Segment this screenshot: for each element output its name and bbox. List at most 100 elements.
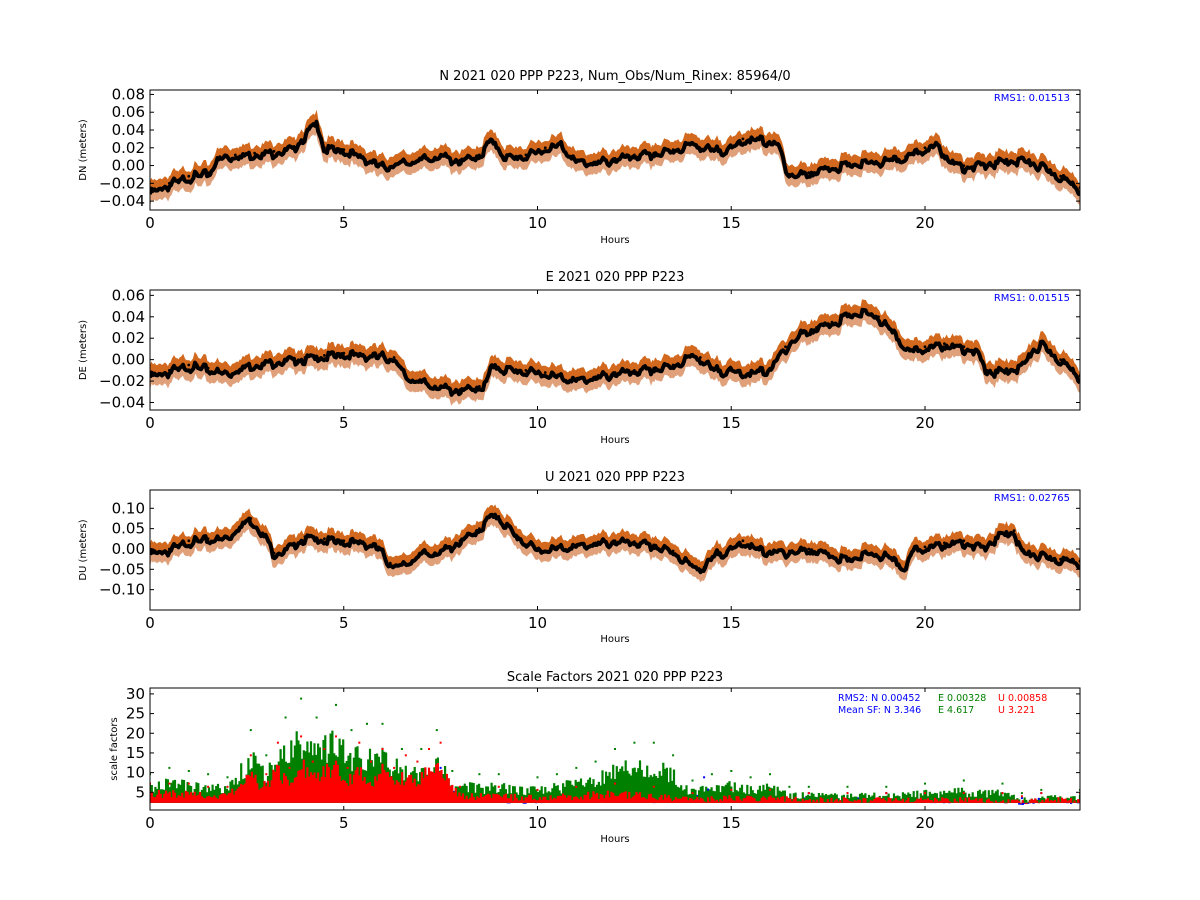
- scale-factors-point-U: [1001, 792, 1004, 795]
- east-data-point: [245, 363, 249, 367]
- mean-sf-n-label: Mean SF: N 3.346: [838, 705, 921, 716]
- north-y-tick-label: 0.00: [112, 157, 145, 175]
- east-data-point: [264, 360, 268, 364]
- east-y-tick-label: 0.00: [112, 351, 145, 369]
- east-data-point: [284, 358, 287, 361]
- scale-factors-point-U: [323, 748, 326, 750]
- scale-factors-point-E: [300, 697, 303, 700]
- east-data-point: [342, 351, 346, 355]
- north-data-point: [981, 162, 985, 166]
- up-data-point: [846, 557, 849, 561]
- up-y-tick-label: 0.10: [112, 499, 145, 517]
- north-position-series: [150, 119, 1080, 197]
- scale-factors-point-U: [536, 788, 539, 791]
- scale-factors-point-E: [478, 773, 481, 776]
- scale-factors-point-E: [451, 770, 454, 772]
- up-x-axis-label: Hours: [600, 634, 629, 645]
- east-y-axis-label: DE (meters): [78, 320, 89, 380]
- scale-factors-point-U: [358, 741, 361, 744]
- east-data-point: [524, 369, 528, 372]
- up-data-point: [923, 545, 927, 549]
- east-data-point: [985, 369, 989, 372]
- scale-factors-point-E: [652, 741, 655, 744]
- up-data-point: [729, 547, 733, 551]
- east-title: E 2021 020 PPP P223: [546, 270, 685, 285]
- scale-factors-title: Scale Factors 2021 020 PPP P223: [507, 670, 723, 685]
- up-data-point: [691, 563, 694, 567]
- scale-factors-point-U: [381, 748, 384, 750]
- north-data-point: [342, 148, 346, 152]
- up-series-group: [150, 504, 1080, 583]
- north-data-point: [1039, 164, 1043, 168]
- scale-factors-point-E: [226, 776, 229, 779]
- up-y-axis-label: DU (meters): [78, 519, 89, 580]
- north-data-point: [671, 148, 675, 152]
- north-panel: N 2021 020 PPP P223, Num_Obs/Num_Rinex: …: [78, 69, 1081, 246]
- scale-factors-point-U: [265, 773, 268, 776]
- scale-factors-x-axis-label: Hours: [600, 834, 629, 845]
- east-data-point: [974, 347, 977, 351]
- east-data-point: [861, 310, 865, 313]
- up-data-point: [613, 539, 617, 543]
- north-data-point: [543, 146, 547, 150]
- up-x-tick-label: 10: [528, 614, 547, 632]
- up-data-point: [962, 539, 966, 543]
- scale-factors-point-E: [536, 776, 539, 779]
- east-panel: E 2021 020 PPP P223 0 5 10 15 20 −0.04 −0.02 0.…: [78, 270, 1081, 446]
- scale-factors-point-U: [300, 735, 303, 738]
- scale-factors-point-E: [769, 773, 771, 776]
- north-y-tick-label: −0.04: [99, 192, 145, 210]
- up-panel: U 2021 020 PPP P223 0 5 10 15 20 −0.10 −0.05 0.…: [78, 470, 1081, 645]
- up-data-point: [633, 540, 636, 544]
- scale-factors-point-U: [1040, 792, 1043, 795]
- north-data-point: [884, 158, 888, 162]
- north-data-point: [652, 151, 656, 155]
- east-y-tick-label: 0.04: [112, 308, 145, 326]
- up-data-point: [419, 551, 423, 555]
- east-x-tick-label: 20: [915, 414, 934, 432]
- scale-factors-y-tick-label: 30: [126, 685, 145, 703]
- up-y-tick-label: 0.00: [112, 540, 145, 558]
- north-ticks: 0 5 10 15 20 −0.04−0.020.000.020.040.060.08: [99, 85, 1080, 232]
- scale-factors-point-U: [416, 760, 419, 763]
- north-data-point: [489, 137, 493, 141]
- up-x-tick-label: 0: [145, 614, 155, 632]
- scale-factors-point-E: [730, 770, 733, 772]
- scale-factors-x-tick-label: 5: [339, 814, 349, 832]
- north-title: N 2021 020 PPP P223, Num_Obs/Num_Rinex: …: [439, 69, 790, 84]
- up-y-tick-label: −0.05: [99, 560, 145, 578]
- scale-factors-point-U: [885, 792, 888, 795]
- scale-factors-point-U: [769, 788, 771, 791]
- east-data-point: [226, 371, 229, 374]
- east-data-point: [698, 356, 702, 359]
- scale-factors-axes-frame: [149, 687, 1081, 811]
- east-data-point: [323, 354, 326, 357]
- up-data-point: [361, 540, 365, 544]
- up-plot-area: [150, 504, 1080, 583]
- scale-factors-point-U: [207, 785, 210, 788]
- north-data-point: [187, 174, 191, 178]
- scale-factors-point-U: [730, 788, 733, 791]
- east-y-tick-label: 0.02: [112, 329, 145, 347]
- up-data-point: [1059, 557, 1062, 561]
- north-data-point: [613, 157, 617, 160]
- up-data-point: [652, 543, 656, 547]
- up-data-point: [594, 541, 597, 545]
- north-data-point: [559, 141, 563, 145]
- scale-factors-point-E: [420, 748, 423, 750]
- scale-factors-point-U: [846, 792, 849, 795]
- up-data-point: [1001, 531, 1004, 535]
- north-data-point: [904, 155, 907, 159]
- up-x-tick-label: 5: [339, 614, 349, 632]
- scale-factors-point-U: [459, 785, 461, 788]
- scale-factors-point-U: [575, 785, 578, 788]
- north-data-point: [729, 146, 733, 150]
- up-ticks: 0 5 10 15 20 −0.10 −0.05 0.00 0.05 0.10: [99, 490, 1080, 632]
- east-data-point: [1032, 347, 1035, 351]
- east-data-point: [505, 366, 508, 370]
- up-data-point: [826, 551, 830, 555]
- scale-factors-point-U: [226, 785, 229, 788]
- up-data-point: [388, 561, 392, 565]
- scale-factors-point-E: [788, 785, 791, 788]
